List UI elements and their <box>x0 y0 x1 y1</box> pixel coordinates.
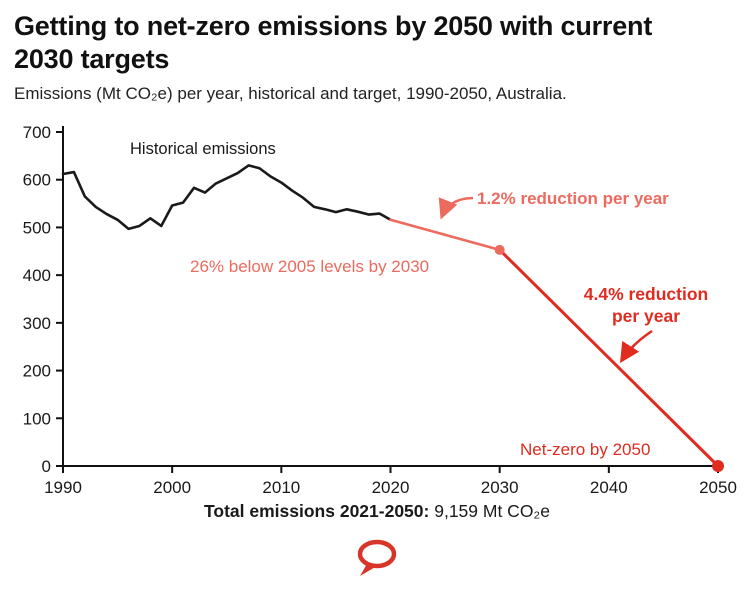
annotation-26-percent-below-2005: 26% below 2005 levels by 2030 <box>190 257 430 276</box>
arrow-to-target-path-icon <box>438 196 474 220</box>
annotation-historical-emissions: Historical emissions <box>130 140 276 158</box>
chart-subtitle: Emissions (Mt CO₂e) per year, historical… <box>14 83 567 103</box>
annotation-1-2-percent-reduction: 1.2% reduction per year <box>477 189 669 208</box>
series-net-zero-path-4-4-percent <box>498 248 720 468</box>
y-tick-label: 100 <box>23 409 51 428</box>
x-tick-label: 1990 <box>44 478 82 497</box>
annotation-net-zero-by-2050: Net-zero by 2050 <box>520 440 651 459</box>
y-tick-label: 500 <box>23 218 51 237</box>
x-tick-label: 2020 <box>372 478 410 497</box>
chart-title: Getting to net-zero emissions by 2050 wi… <box>14 11 653 74</box>
x-tick-label: 2040 <box>590 478 628 497</box>
arrow-to-net-zero-path-icon <box>619 329 653 364</box>
y-tick-label: 0 <box>42 457 51 476</box>
y-tick-label: 200 <box>23 362 51 381</box>
x-tick-label: 2030 <box>481 478 519 497</box>
series-historical-emissions <box>61 164 392 231</box>
x-tick-label: 2050 <box>699 478 737 497</box>
x-tick-label: 2000 <box>153 478 191 497</box>
y-tick-label: 300 <box>23 314 51 333</box>
total-emissions-value: 9,159 Mt CO₂e <box>429 501 550 521</box>
total-emissions-caption: Total emissions 2021-2050: 9,159 Mt CO₂e <box>0 501 754 522</box>
marker-2050 <box>712 460 724 472</box>
y-tick-label: 700 <box>23 123 51 142</box>
annotation-4-4-percent-reduction: 4.4% reduction per year <box>583 284 709 326</box>
y-tick-label: 400 <box>23 266 51 285</box>
chart-header: Getting to net-zero emissions by 2050 wi… <box>14 10 734 104</box>
y-tick-label: 600 <box>23 171 51 190</box>
x-tick-label: 2010 <box>262 478 300 497</box>
the-conversation-logo <box>357 539 397 576</box>
speech-bubble-icon <box>357 539 397 569</box>
total-emissions-label: Total emissions 2021-2050: <box>204 501 430 521</box>
marker-2030 <box>494 244 505 255</box>
series-target-path-1-2-percent <box>389 218 501 252</box>
speech-bubble-tail-icon <box>360 562 377 576</box>
